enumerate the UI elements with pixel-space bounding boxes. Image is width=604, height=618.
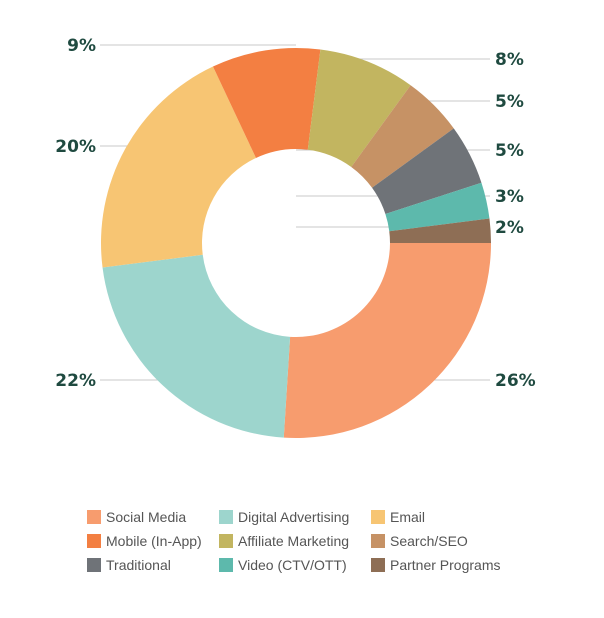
pct-label-email: 20% — [55, 137, 96, 157]
pct-label-traditional: 5% — [495, 141, 524, 161]
slice-traditional — [372, 128, 482, 214]
legend-swatch — [371, 534, 385, 548]
legend-swatch — [371, 510, 385, 524]
pct-label-search-seo: 5% — [495, 92, 524, 112]
legend-item-traditional: Traditional — [87, 555, 219, 575]
legend-label: Social Media — [106, 509, 187, 525]
legend-swatch — [87, 534, 101, 548]
legend-item-email: Email — [371, 507, 511, 527]
legend-label: Search/SEO — [390, 533, 468, 549]
pct-label-video-ctv-ott: 3% — [495, 187, 524, 207]
legend-label: Video (CTV/OTT) — [238, 557, 347, 573]
legend-item-video-ctv-ott: Video (CTV/OTT) — [219, 555, 371, 575]
legend-label: Digital Advertising — [238, 509, 350, 525]
slice-video-ctv-ott — [385, 182, 490, 232]
legend-label: Mobile (In-App) — [106, 533, 202, 549]
legend-item-affiliate-marketing: Affiliate Marketing — [219, 531, 371, 551]
slice-social-media — [283, 243, 491, 438]
legend-label: Traditional — [106, 557, 171, 573]
legend-item-social-media: Social Media — [87, 507, 219, 527]
legend-swatch — [219, 510, 233, 524]
legend-item-mobile-in-app: Mobile (In-App) — [87, 531, 219, 551]
legend-swatch — [87, 510, 101, 524]
legend-swatch — [219, 534, 233, 548]
legend-item-partner-programs: Partner Programs — [371, 555, 511, 575]
slice-digital-advertising — [102, 254, 291, 438]
slice-affiliate-marketing — [307, 49, 411, 167]
legend-swatch — [87, 558, 101, 572]
pct-label-mobile-in-app: 9% — [67, 36, 96, 56]
legend-label: Affiliate Marketing — [238, 533, 350, 549]
legend-swatch — [371, 558, 385, 572]
legend-item-digital-advertising: Digital Advertising — [219, 507, 371, 527]
donut-chart-svg: 26% 22% 20% 9% 8% 5% 5% 3% 2% — [55, 36, 536, 438]
legend-label: Email — [390, 509, 426, 525]
legend-swatch — [219, 558, 233, 572]
pct-label-affiliate-marketing: 8% — [495, 50, 524, 70]
donut-chart: 26% 22% 20% 9% 8% 5% 5% 3% 2% — [55, 36, 536, 438]
slice-search-seo — [351, 85, 454, 188]
slice-email — [100, 66, 256, 268]
chart-legend: Social Media Digital Advertising Email Mobi… — [87, 507, 527, 575]
slice-mobile-in-app — [212, 47, 321, 158]
legend-label: Partner Programs — [390, 557, 501, 573]
slice-partner-programs — [389, 218, 491, 243]
pct-label-digital-advertising: 22% — [55, 371, 96, 391]
pct-label-social-media: 26% — [495, 371, 536, 391]
pct-label-partner-programs: 2% — [495, 218, 524, 238]
legend-item-search-seo: Search/SEO — [371, 531, 511, 551]
